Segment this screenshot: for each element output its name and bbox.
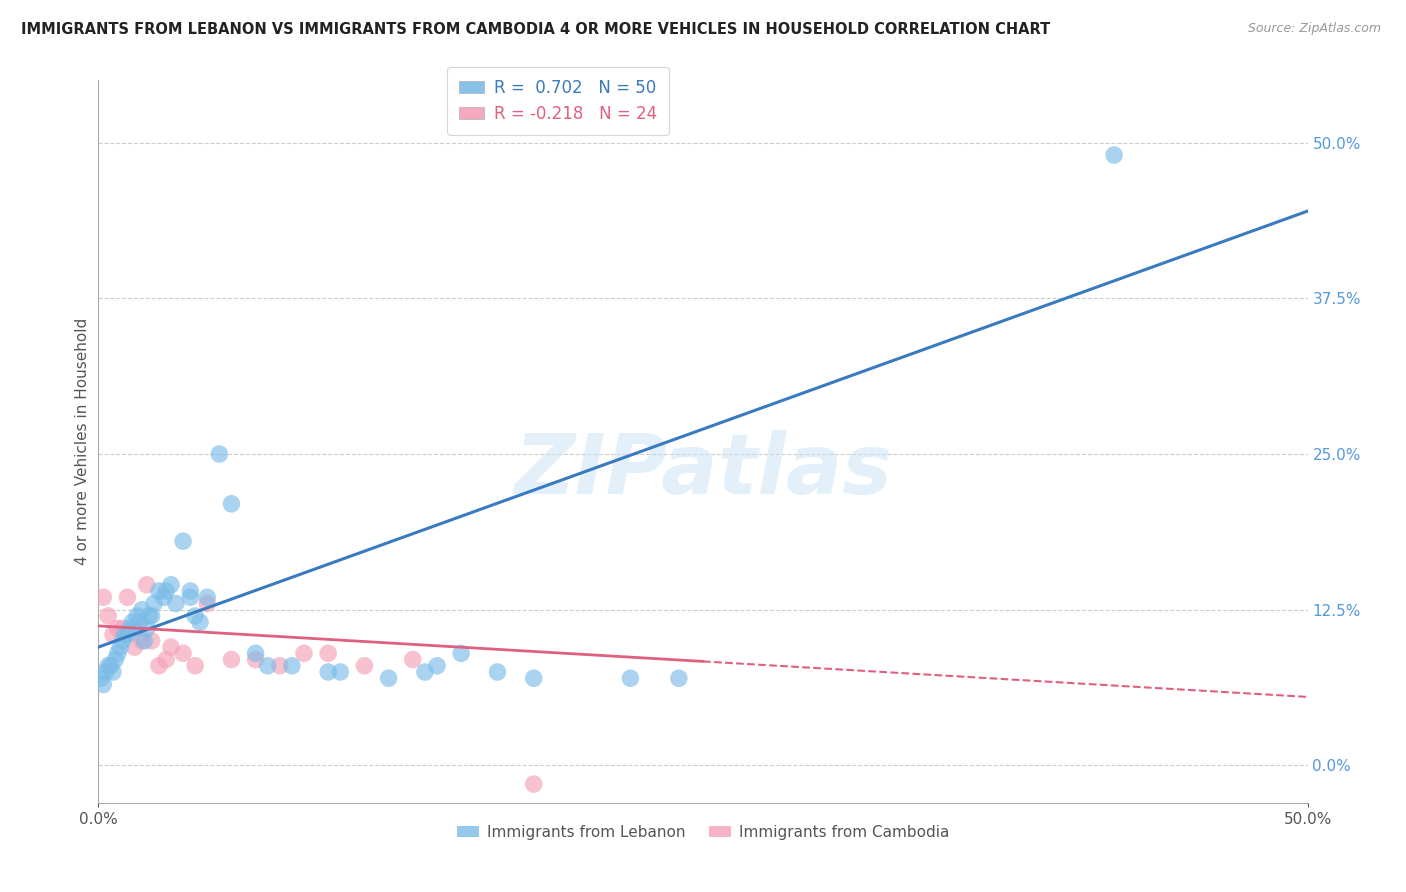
- Point: [148, 584, 170, 599]
- Point: [668, 671, 690, 685]
- Point: [127, 609, 149, 624]
- Point: [100, 658, 122, 673]
- Point: [128, 615, 150, 630]
- Point: [377, 671, 399, 685]
- Point: [281, 658, 304, 673]
- Point: [107, 646, 129, 660]
- Point: [179, 591, 201, 605]
- Point: [108, 640, 131, 654]
- Point: [426, 658, 449, 673]
- Point: [135, 578, 157, 592]
- Point: [121, 615, 143, 630]
- Point: [172, 534, 194, 549]
- Legend: Immigrants from Lebanon, Immigrants from Cambodia: Immigrants from Lebanon, Immigrants from…: [450, 819, 956, 846]
- Point: [316, 665, 339, 679]
- Point: [195, 591, 218, 605]
- Text: IMMIGRANTS FROM LEBANON VS IMMIGRANTS FROM CAMBODIA 4 OR MORE VEHICLES IN HOUSEH: IMMIGRANTS FROM LEBANON VS IMMIGRANTS FR…: [21, 22, 1050, 37]
- Point: [114, 627, 136, 641]
- Point: [221, 497, 243, 511]
- Point: [221, 652, 243, 666]
- Point: [135, 621, 157, 635]
- Point: [195, 597, 218, 611]
- Point: [101, 665, 124, 679]
- Point: [118, 621, 141, 635]
- Point: [402, 652, 425, 666]
- Point: [523, 671, 546, 685]
- Point: [104, 652, 127, 666]
- Point: [208, 447, 231, 461]
- Point: [152, 591, 174, 605]
- Point: [450, 646, 472, 660]
- Point: [141, 633, 163, 648]
- Point: [148, 658, 170, 673]
- Point: [155, 652, 177, 666]
- Point: [97, 609, 120, 624]
- Point: [124, 621, 146, 635]
- Point: [188, 615, 211, 630]
- Text: ZIPatlas: ZIPatlas: [515, 430, 891, 511]
- Point: [486, 665, 509, 679]
- Y-axis label: 4 or more Vehicles in Household: 4 or more Vehicles in Household: [75, 318, 90, 566]
- Point: [91, 677, 114, 691]
- Point: [165, 597, 187, 611]
- Point: [523, 777, 546, 791]
- Point: [172, 646, 194, 660]
- Point: [329, 665, 352, 679]
- Point: [245, 646, 267, 660]
- Point: [138, 609, 160, 624]
- Point: [141, 609, 163, 624]
- Text: Source: ZipAtlas.com: Source: ZipAtlas.com: [1247, 22, 1381, 36]
- Point: [90, 671, 112, 685]
- Point: [111, 621, 134, 635]
- Point: [94, 665, 117, 679]
- Point: [184, 658, 207, 673]
- Point: [160, 578, 183, 592]
- Point: [117, 627, 139, 641]
- Point: [245, 652, 267, 666]
- Point: [97, 658, 120, 673]
- Point: [111, 633, 134, 648]
- Point: [101, 627, 124, 641]
- Point: [117, 591, 139, 605]
- Point: [134, 633, 156, 648]
- Point: [184, 609, 207, 624]
- Point: [292, 646, 315, 660]
- Point: [160, 640, 183, 654]
- Point: [269, 658, 291, 673]
- Point: [256, 658, 278, 673]
- Point: [316, 646, 339, 660]
- Point: [107, 621, 129, 635]
- Point: [143, 597, 166, 611]
- Point: [413, 665, 436, 679]
- Point: [155, 584, 177, 599]
- Point: [124, 640, 146, 654]
- Point: [91, 591, 114, 605]
- Point: [1102, 148, 1125, 162]
- Point: [131, 633, 153, 648]
- Point: [619, 671, 641, 685]
- Point: [131, 603, 153, 617]
- Point: [353, 658, 375, 673]
- Point: [179, 584, 201, 599]
